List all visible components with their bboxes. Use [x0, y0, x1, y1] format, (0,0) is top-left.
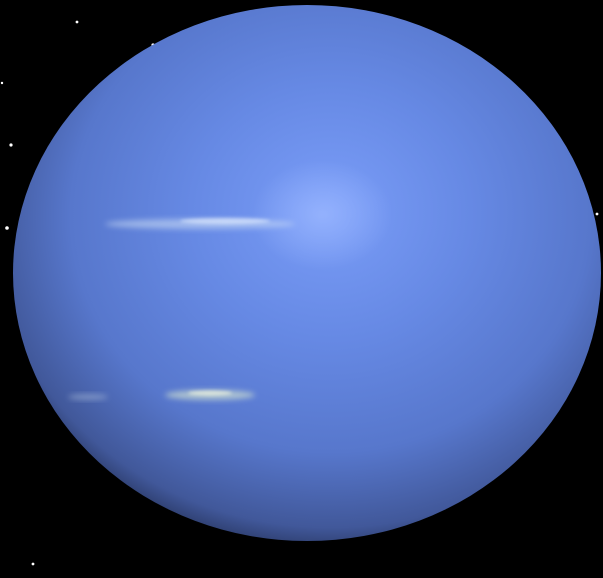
star [9, 143, 13, 147]
star [75, 20, 79, 24]
stars [0, 20, 599, 566]
cloud-bands [68, 218, 295, 400]
cloud [188, 390, 232, 396]
highlight [252, 160, 392, 270]
star [5, 226, 9, 230]
cloud [68, 394, 108, 400]
star [595, 212, 599, 216]
star [31, 562, 35, 566]
planet [13, 5, 601, 541]
cloud [180, 218, 270, 224]
star [0, 81, 4, 85]
